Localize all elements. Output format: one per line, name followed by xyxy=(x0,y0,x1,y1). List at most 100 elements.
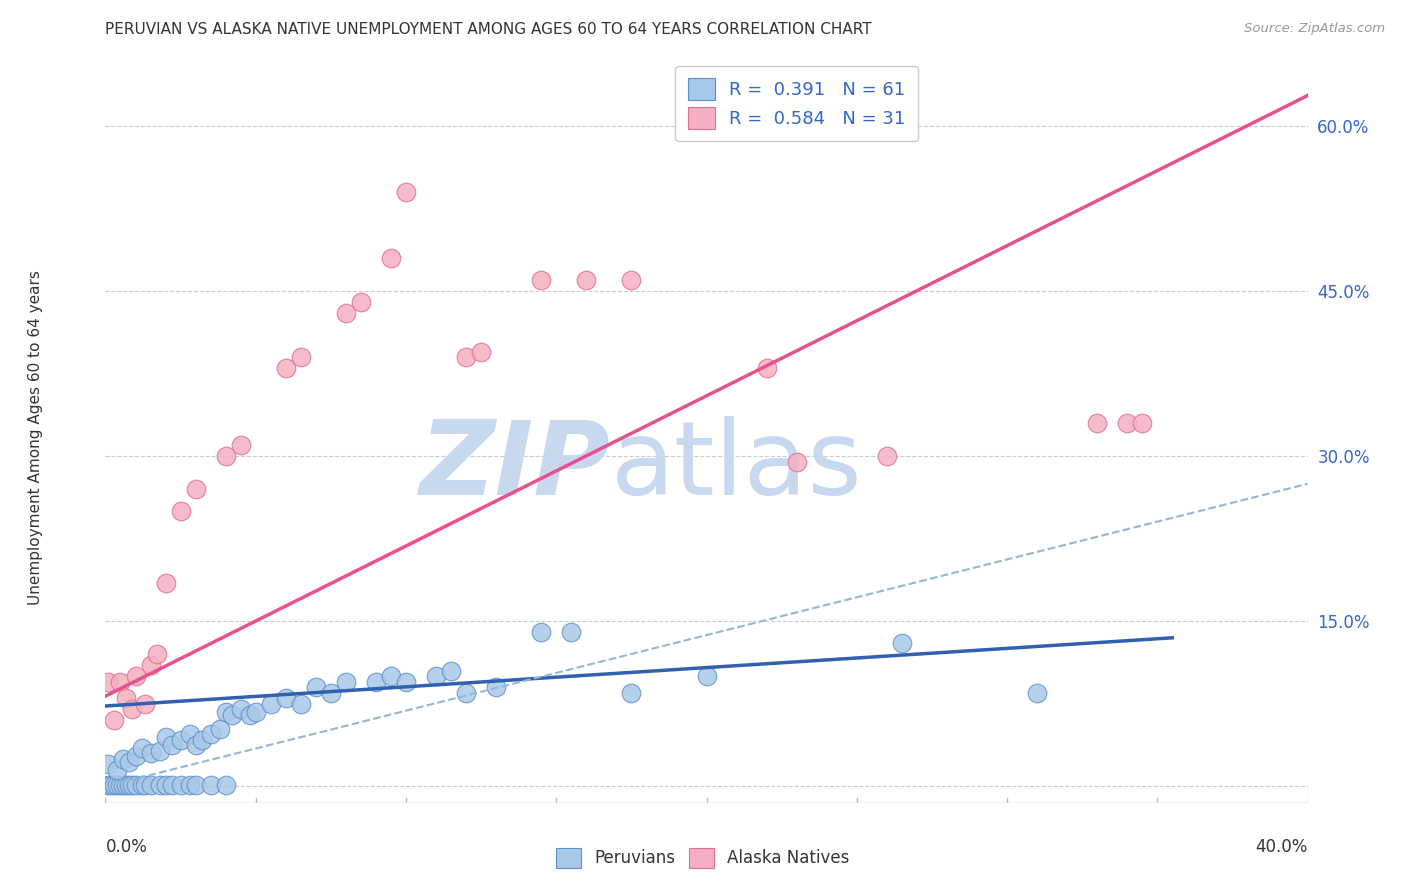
Point xyxy=(169,778,191,792)
Point xyxy=(139,658,162,673)
Point xyxy=(145,648,167,662)
Point xyxy=(221,707,243,722)
Point xyxy=(107,763,129,777)
Point xyxy=(470,344,492,359)
Point xyxy=(97,674,120,689)
Point xyxy=(229,438,252,452)
Point xyxy=(575,273,598,287)
Point xyxy=(290,351,312,365)
Point xyxy=(131,778,153,792)
Point xyxy=(155,778,177,792)
Text: Unemployment Among Ages 60 to 64 years: Unemployment Among Ages 60 to 64 years xyxy=(28,269,44,605)
Point xyxy=(115,691,138,706)
Point xyxy=(179,726,201,740)
Point xyxy=(364,674,387,689)
Point xyxy=(1130,417,1153,431)
Point xyxy=(454,351,477,365)
Point xyxy=(380,669,402,683)
Point xyxy=(118,755,141,769)
Point xyxy=(485,681,508,695)
Point xyxy=(229,702,252,716)
Point xyxy=(350,295,373,310)
Point xyxy=(335,674,357,689)
Point xyxy=(214,778,236,792)
Point xyxy=(155,730,177,744)
Point xyxy=(274,691,297,706)
Point xyxy=(395,186,418,200)
Point xyxy=(890,636,912,650)
Point xyxy=(208,722,231,736)
Point xyxy=(160,738,183,752)
Legend: Peruvians, Alaska Natives: Peruvians, Alaska Natives xyxy=(550,841,856,875)
Point xyxy=(103,778,125,792)
Point xyxy=(134,778,156,792)
Point xyxy=(425,669,447,683)
Point xyxy=(121,702,143,716)
Point xyxy=(214,450,236,464)
Point xyxy=(290,697,312,711)
Text: 0.0%: 0.0% xyxy=(105,838,148,856)
Point xyxy=(112,752,135,766)
Point xyxy=(155,575,177,590)
Point xyxy=(560,625,582,640)
Point xyxy=(305,681,328,695)
Point xyxy=(620,686,643,700)
Point xyxy=(620,273,643,287)
Point xyxy=(179,778,201,792)
Text: ZIP: ZIP xyxy=(420,416,610,516)
Point xyxy=(97,778,120,792)
Point xyxy=(148,778,170,792)
Point xyxy=(124,778,146,792)
Point xyxy=(1085,417,1108,431)
Point xyxy=(110,778,132,792)
Point xyxy=(115,778,138,792)
Point xyxy=(169,733,191,747)
Point xyxy=(395,674,418,689)
Point xyxy=(103,714,125,728)
Point xyxy=(696,669,718,683)
Point xyxy=(260,697,283,711)
Point xyxy=(148,744,170,758)
Point xyxy=(124,669,146,683)
Text: 40.0%: 40.0% xyxy=(1256,838,1308,856)
Point xyxy=(530,273,553,287)
Point xyxy=(335,306,357,320)
Point xyxy=(319,686,342,700)
Point xyxy=(200,726,222,740)
Point xyxy=(380,252,402,266)
Point xyxy=(200,778,222,792)
Point xyxy=(118,778,141,792)
Point xyxy=(1026,686,1049,700)
Legend: R =  0.391   N = 61, R =  0.584   N = 31: R = 0.391 N = 61, R = 0.584 N = 31 xyxy=(675,66,918,142)
Point xyxy=(107,778,129,792)
Text: atlas: atlas xyxy=(610,416,862,516)
Point xyxy=(274,361,297,376)
Point xyxy=(530,625,553,640)
Point xyxy=(121,778,143,792)
Point xyxy=(184,738,207,752)
Point xyxy=(112,778,135,792)
Point xyxy=(134,697,156,711)
Point xyxy=(440,664,463,678)
Text: PERUVIAN VS ALASKA NATIVE UNEMPLOYMENT AMONG AGES 60 TO 64 YEARS CORRELATION CHA: PERUVIAN VS ALASKA NATIVE UNEMPLOYMENT A… xyxy=(105,22,872,37)
Point xyxy=(786,455,808,469)
Point xyxy=(239,707,262,722)
Point xyxy=(454,686,477,700)
Point xyxy=(124,748,146,763)
Point xyxy=(97,757,120,772)
Point xyxy=(190,733,212,747)
Point xyxy=(755,361,778,376)
Point xyxy=(139,747,162,761)
Point xyxy=(214,705,236,719)
Point xyxy=(245,705,267,719)
Point xyxy=(110,674,132,689)
Point xyxy=(1116,417,1139,431)
Point xyxy=(131,740,153,755)
Point xyxy=(160,778,183,792)
Point xyxy=(184,778,207,792)
Point xyxy=(139,778,162,792)
Text: Source: ZipAtlas.com: Source: ZipAtlas.com xyxy=(1244,22,1385,36)
Point xyxy=(100,778,122,792)
Point xyxy=(169,504,191,518)
Point xyxy=(876,450,898,464)
